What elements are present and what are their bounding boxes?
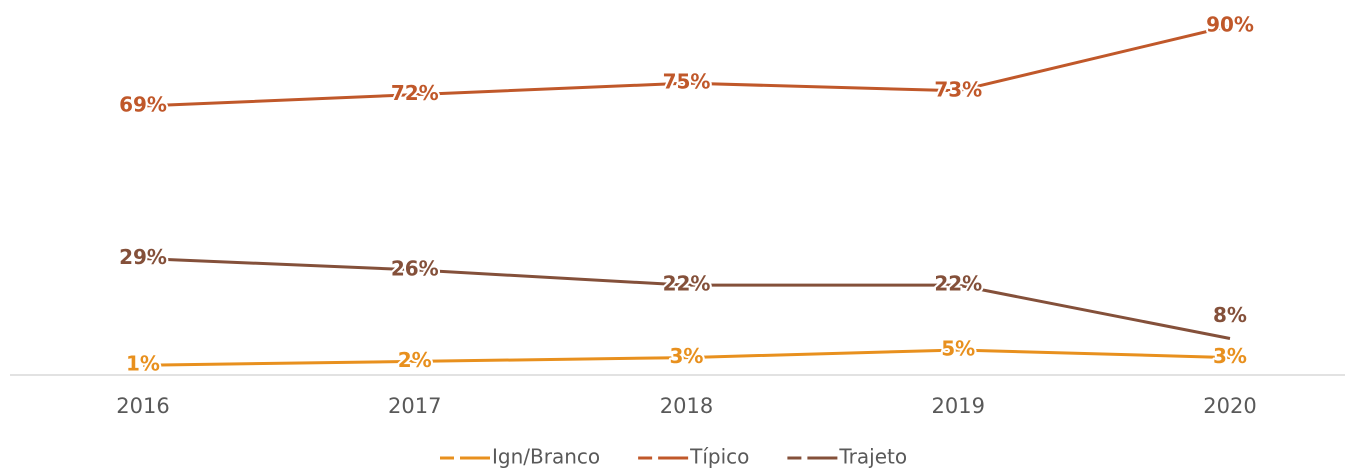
x-tick-label: 2020 xyxy=(1203,394,1256,418)
data-label: 5% xyxy=(941,336,975,360)
data-label: 22% xyxy=(663,272,711,296)
x-tick-label: 2019 xyxy=(932,394,985,418)
x-tick-label: 2016 xyxy=(116,394,169,418)
series-line xyxy=(142,348,1231,367)
data-label: 90% xyxy=(1206,13,1254,37)
series-line xyxy=(142,24,1231,108)
legend-label: Ign/Branco xyxy=(492,445,600,469)
data-label: 29% xyxy=(119,245,167,269)
data-label: 73% xyxy=(934,77,982,101)
x-tick-label: 2018 xyxy=(660,394,713,418)
legend-label: Típico xyxy=(689,445,749,469)
data-label: 75% xyxy=(663,70,711,94)
data-label: 3% xyxy=(1213,344,1247,368)
data-label: 3% xyxy=(670,344,704,368)
data-label: 1% xyxy=(126,352,160,376)
series-line xyxy=(142,256,1231,340)
data-label: 2% xyxy=(398,348,432,372)
data-label: 26% xyxy=(391,256,439,280)
data-label: 69% xyxy=(119,93,167,117)
data-label: 72% xyxy=(391,81,439,105)
x-tick-label: 2017 xyxy=(388,394,441,418)
data-label: 22% xyxy=(934,272,982,296)
legend-label: Trajeto xyxy=(838,445,907,469)
data-label: 8% xyxy=(1213,303,1247,327)
